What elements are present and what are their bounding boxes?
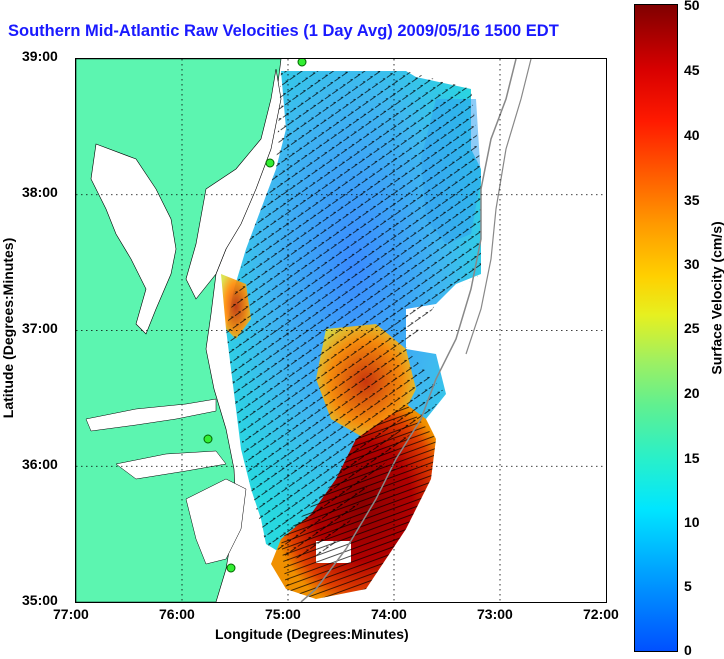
colorbar-tick: 20 — [684, 385, 700, 401]
colorbar-tick: 50 — [684, 0, 700, 13]
bathymetry-contour — [465, 59, 532, 355]
colorbar-tick: 10 — [684, 514, 700, 530]
y-tick: 36:00 — [22, 456, 58, 472]
velocity-vectors-dense — [281, 404, 436, 599]
x-tick: 76:00 — [159, 606, 195, 622]
colorbar-label: Surface Velocity (cm/s) — [708, 221, 724, 375]
x-tick: 77:00 — [53, 606, 89, 622]
colorbar-tick: 40 — [684, 127, 700, 143]
chesapeake-bay — [90, 143, 177, 335]
colorbar-tick: 30 — [684, 256, 700, 272]
y-tick: 38:00 — [22, 184, 58, 200]
map-area[interactable] — [75, 58, 607, 603]
colorbar-tick: 45 — [684, 62, 700, 78]
y-tick: 39:00 — [22, 48, 58, 64]
velocity-vectors — [226, 71, 481, 559]
colorbar — [634, 4, 678, 652]
x-tick: 74:00 — [371, 606, 407, 622]
delmarva-sound — [185, 68, 282, 300]
x-tick: 75:00 — [265, 606, 301, 622]
colorbar-tick: 0 — [684, 642, 692, 658]
x-tick: 73:00 — [477, 606, 513, 622]
map-grid — [76, 59, 606, 602]
colorbar-tick: 25 — [684, 320, 700, 336]
y-axis-label: Latitude (Degrees:Minutes) — [0, 237, 17, 419]
y-tick: 37:00 — [22, 320, 58, 336]
colorbar-tick: 35 — [684, 192, 700, 208]
station-marker — [203, 434, 213, 444]
map-title: Southern Mid-Atlantic Raw Velocities (1 … — [8, 22, 559, 40]
y-tick: 35:00 — [22, 592, 58, 608]
colorbar-tick: 15 — [684, 450, 700, 466]
x-tick: 72:00 — [583, 606, 619, 622]
river-inlet-2 — [115, 450, 227, 480]
pamlico-sound — [185, 478, 247, 565]
velocity-map — [76, 59, 606, 602]
station-marker — [265, 158, 275, 168]
x-axis-label: Longitude (Degrees:Minutes) — [215, 626, 409, 642]
station-marker — [226, 563, 236, 573]
bathymetry-contour — [300, 59, 517, 602]
station-marker — [297, 59, 307, 67]
colorbar-tick: 5 — [684, 578, 692, 594]
river-inlet-1 — [85, 398, 217, 432]
